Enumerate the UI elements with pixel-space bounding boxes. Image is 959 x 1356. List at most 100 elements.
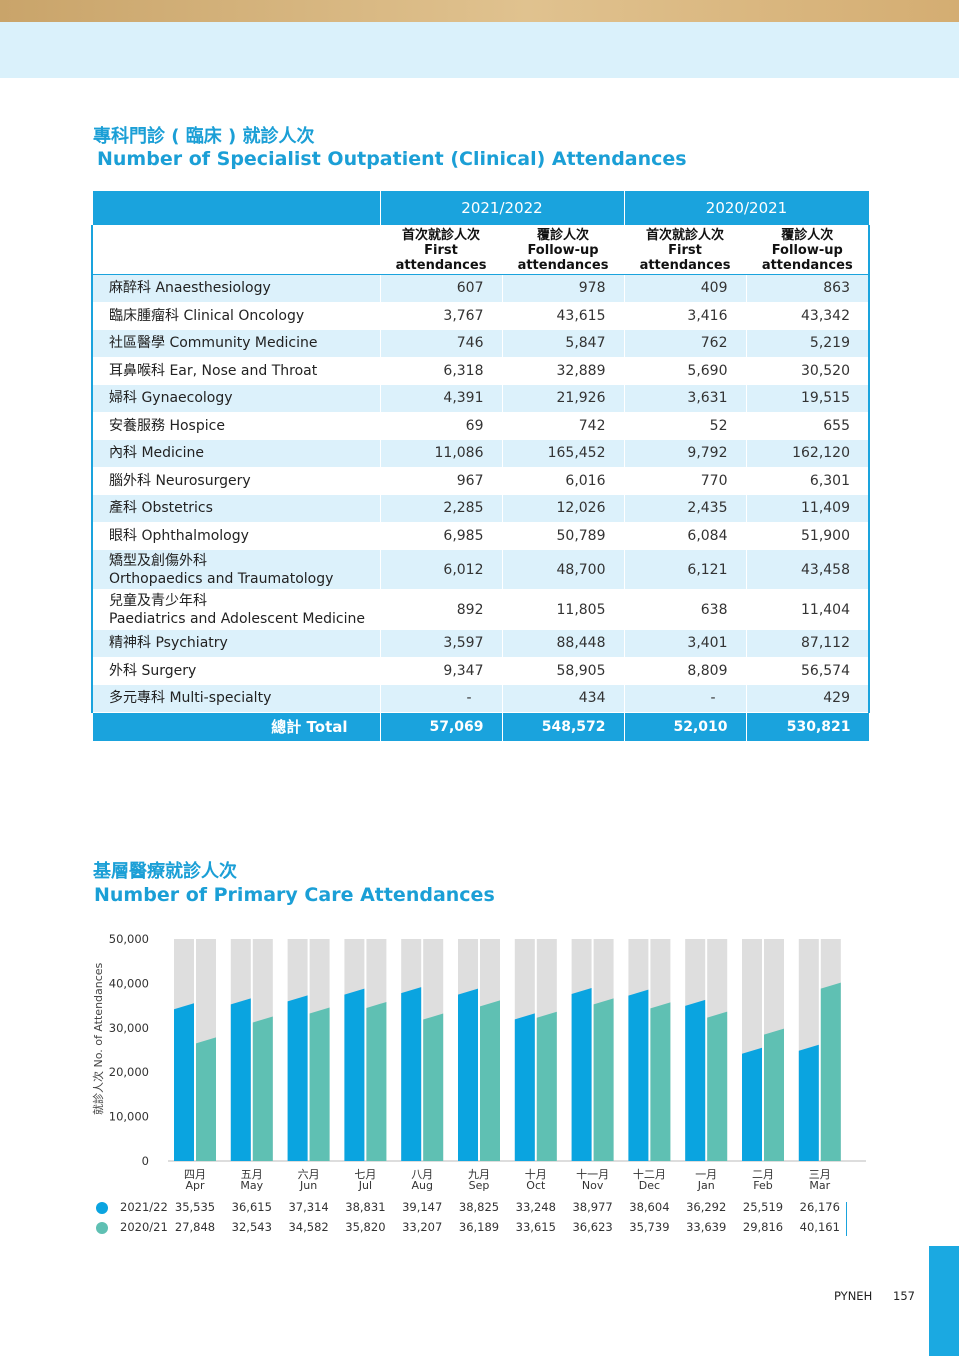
table-row-specialty: 臨床腫瘤科 Clinical Oncology [91,301,381,330]
data-label: 36,292 [686,1200,727,1214]
table-row: 臨床腫瘤科 Clinical Oncology 3,767 43,615 3,416 4… [91,301,870,330]
table-cell-value: 9,347 [379,656,503,685]
x-tick-label-zh: 六月 [298,1168,320,1181]
data-label: 32,543 [231,1220,272,1234]
footer-brand: PYNEH [834,1289,873,1303]
table-cell-value: 8,809 [623,656,747,685]
data-label: 40,161 [799,1220,840,1234]
table-cell-value: 3,767 [379,301,503,330]
x-tick-label-en: Nov [582,1179,604,1192]
table-cell-value: 770 [623,466,747,495]
top-blue-band [0,22,959,78]
table-cell-value: 762 [623,329,747,358]
table-cell-value: 6,084 [623,521,747,550]
bar-2020-21-mar [820,982,841,1161]
table-cell-value: 43,615 [501,301,625,330]
x-tick-label-en: Oct [526,1179,546,1192]
data-label: 37,314 [288,1200,329,1214]
table-total-value: 57,069 [379,711,503,742]
bar-2021-22-sep [458,988,478,1161]
table-cell-value: 5,690 [623,356,747,385]
bar-2020-21-nov [593,998,614,1161]
table-cell-value: 51,900 [745,521,870,550]
bar-2020-21-jun [309,1007,330,1161]
table-cell-value: 11,404 [745,589,870,630]
table-cell-value: 43,342 [745,301,870,330]
x-tick-label-en: Aug [411,1179,432,1192]
x-tick-label-en: Dec [639,1179,660,1192]
table-cell-value: 863 [745,274,870,303]
table-cell-value: 48,700 [501,549,625,590]
table-subheader-blank [91,225,381,275]
bar-2020-21-apr [196,1037,216,1161]
side-page-tab [929,1246,959,1356]
x-tick-label-zh: 十一月 [576,1167,609,1181]
table-cell-value: 607 [379,274,503,303]
data-label: 26,176 [799,1200,840,1214]
table-cell-value: 655 [745,411,870,440]
table-subheader-followup-attendances-2122: 覆診人次 Follow-up attendances [501,225,625,275]
table-subheader-followup-attendances-2021: 覆診人次 Follow-up attendances [745,225,870,275]
table-cell-value: 746 [379,329,503,358]
table-row: 婦科 Gynaecology 4,391 21,926 3,631 19,515 [91,384,870,413]
table-cell-value: 2,435 [623,494,747,523]
data-label: 35,820 [345,1220,386,1234]
data-label: 36,189 [458,1220,500,1234]
x-tick-label-zh: 七月 [354,1168,376,1181]
bar-2020-21-jul [366,1001,387,1161]
bar-2020-21-dec [650,1002,671,1161]
table-cell-value: 742 [501,411,625,440]
table-cell-value: 638 [623,589,747,630]
specialist-outpatient-table: 2021/2022 2020/2021 首次就診人次 First attendan… [91,190,870,742]
x-tick-label-en: Apr [185,1179,205,1192]
data-label: 29,816 [742,1220,784,1234]
section2-title-en: Number of Primary Care Attendances [94,884,495,906]
table-cell-value: 43,458 [745,549,870,590]
bar-2020-21-oct [536,1011,557,1161]
data-label: 33,615 [515,1220,556,1234]
table-cell-value: 6,121 [623,549,747,590]
table-cell-value: 967 [379,466,503,495]
data-label: 36,615 [231,1200,272,1214]
table-cell-value: 58,905 [501,656,625,685]
data-label: 39,147 [402,1200,443,1214]
table-total-value: 530,821 [745,711,870,742]
chart-y-axis-title: 就診人次 No. of Attendances [92,962,105,1115]
table-cell-value: 409 [623,274,747,303]
primary-care-chart: 010,00020,00030,00040,00050,000四月Apr五月Ma… [109,932,866,1192]
table-row-specialty: 多元專科 Multi-specialty [91,684,381,713]
table-row-specialty: 內科 Medicine [91,439,381,468]
table-row-specialty: 矯型及創傷外科 Orthopaedics and Traumatology [91,549,381,590]
x-tick-label-zh: 三月 [809,1168,831,1181]
x-tick-label-zh: 十二月 [633,1167,666,1181]
table-cell-value: 5,847 [501,329,625,358]
table-cell-value: 9,792 [623,439,747,468]
table-row-specialty: 外科 Surgery [91,656,381,685]
bar-2020-21-sep [480,1000,500,1161]
table-row: 外科 Surgery 9,347 58,905 8,809 56,574 [91,656,870,685]
data-label: 38,604 [629,1200,670,1214]
table-row: 耳鼻喉科 Ear, Nose and Throat 6,318 32,889 5,69… [91,356,870,385]
table-cell-value: 32,889 [501,356,625,385]
table-row: 矯型及創傷外科 Orthopaedics and Traumatology 6,01… [91,549,870,590]
bar-2021-22-jan [685,999,706,1161]
data-label: 33,639 [686,1220,727,1234]
x-tick-label-en: Jan [697,1179,715,1192]
x-tick-label-en: Feb [753,1179,772,1192]
x-tick-label-en: Sep [469,1179,490,1192]
table-cell-value: 165,452 [501,439,625,468]
y-tick-label: 20,000 [109,1065,149,1079]
section1-title-zh: 專科門診 ( 臨床 ) 就診人次 [93,126,315,147]
bar-2021-22-mar [798,1044,819,1161]
table-row-specialty: 眼科 Ophthalmology [91,521,381,550]
bar-2020-21-may [252,1016,273,1161]
data-label: 38,977 [572,1200,613,1214]
bar-2020-21-jan [707,1011,728,1161]
table-cell-value: 69 [379,411,503,440]
x-tick-label-zh: 九月 [468,1168,490,1181]
x-tick-label-zh: 一月 [695,1168,717,1181]
bar-2020-21-feb [764,1028,784,1161]
table-header-blank [91,190,381,226]
bar-2020-21-aug [423,1013,444,1161]
table-row-specialty: 麻醉科 Anaesthesiology [91,274,381,303]
